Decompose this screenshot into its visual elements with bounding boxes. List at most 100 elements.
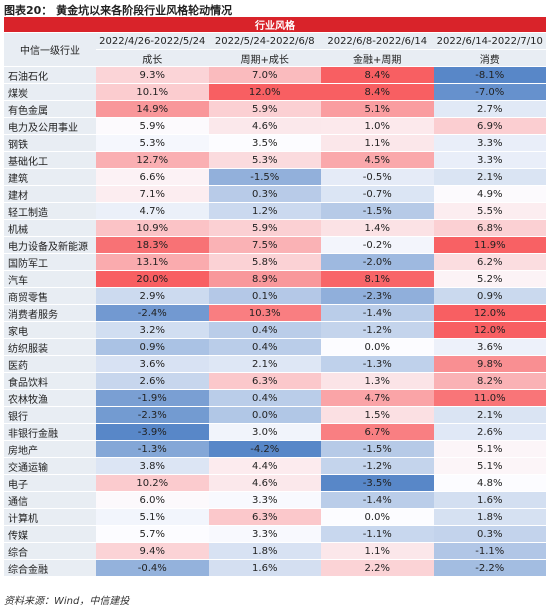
data-row: 家电 3.2% 0.4% -1.2% 12.0% <box>4 321 546 339</box>
value-cell: -1.3% <box>96 440 209 458</box>
data-row: 石油石化 9.3% 7.0% 8.4% -8.1% <box>4 66 546 84</box>
value-cell: 12.0% <box>208 83 321 101</box>
value-cell: 0.9% <box>433 287 546 305</box>
data-row: 机械 10.9% 5.9% 1.4% 6.8% <box>4 219 546 237</box>
value-cell: 0.0% <box>321 338 434 356</box>
industry-name: 国防军工 <box>4 253 96 271</box>
data-row: 传媒 5.7% 3.3% -1.1% 0.3% <box>4 525 546 543</box>
value-cell: 3.0% <box>208 423 321 441</box>
value-cell: -4.2% <box>208 440 321 458</box>
value-cell: 2.9% <box>96 287 209 305</box>
value-cell: 2.6% <box>433 423 546 441</box>
industry-name: 钢铁 <box>4 134 96 152</box>
industry-name: 建筑 <box>4 168 96 186</box>
header-cell: 2022/6/14-2022/7/10 <box>433 32 546 50</box>
data-row: 基础化工 12.7% 5.3% 4.5% 3.3% <box>4 151 546 169</box>
value-cell: 6.7% <box>321 423 434 441</box>
value-cell: 1.1% <box>321 542 434 560</box>
style-row: 成长 周期+成长 金融+周期 消费 <box>4 49 546 67</box>
value-cell: -8.1% <box>433 66 546 84</box>
source: 资料来源：Wind，中信建投 <box>4 596 130 607</box>
value-cell: 1.1% <box>321 134 434 152</box>
value-cell: 3.3% <box>433 134 546 152</box>
value-cell: 1.6% <box>208 559 321 577</box>
value-cell: 8.2% <box>433 372 546 390</box>
industry-name: 基础化工 <box>4 151 96 169</box>
value-cell: 2.6% <box>96 372 209 390</box>
value-cell: -1.2% <box>321 457 434 475</box>
value-cell: 1.8% <box>208 542 321 560</box>
data-row: 电力及公用事业 5.9% 4.6% 1.0% 6.9% <box>4 117 546 135</box>
value-cell: 0.4% <box>208 321 321 339</box>
value-cell: 0.4% <box>208 338 321 356</box>
value-cell: 4.7% <box>96 202 209 220</box>
value-cell: 11.0% <box>433 389 546 407</box>
value-cell: 0.3% <box>433 525 546 543</box>
value-cell: 1.6% <box>433 491 546 509</box>
value-cell: 0.3% <box>208 185 321 203</box>
industry-name: 交通运输 <box>4 457 96 475</box>
data-row: 有色金属 14.9% 5.9% 5.1% 2.7% <box>4 100 546 118</box>
data-row: 电子 10.2% 4.6% -3.5% 4.8% <box>4 474 546 492</box>
value-cell: -0.5% <box>321 168 434 186</box>
value-cell: -0.7% <box>321 185 434 203</box>
value-cell: 3.6% <box>96 355 209 373</box>
group-row: 行业风格 <box>4 17 546 33</box>
value-cell: -3.5% <box>321 474 434 492</box>
industry-name: 传媒 <box>4 525 96 543</box>
data-row: 食品饮料 2.6% 6.3% 1.3% 8.2% <box>4 372 546 390</box>
data-row: 交通运输 3.8% 4.4% -1.2% 5.1% <box>4 457 546 475</box>
header-row: 中信一级行业 2022/4/26-2022/5/24 2022/5/24-2022/… <box>4 32 546 67</box>
data-row: 电力设备及新能源 18.3% 7.5% -0.2% 11.9% <box>4 236 546 254</box>
value-cell: 3.5% <box>208 134 321 152</box>
value-cell: 13.1% <box>96 253 209 271</box>
value-cell: 5.1% <box>433 440 546 458</box>
value-cell: 7.5% <box>208 236 321 254</box>
value-cell: 3.8% <box>96 457 209 475</box>
data-row: 消费者服务 -2.4% 10.3% -1.4% 12.0% <box>4 304 546 322</box>
value-cell: 8.4% <box>321 66 434 84</box>
value-cell: 9.8% <box>433 355 546 373</box>
value-cell: 12.0% <box>433 304 546 322</box>
value-cell: 3.3% <box>433 151 546 169</box>
value-cell: 1.3% <box>321 372 434 390</box>
value-cell: 12.7% <box>96 151 209 169</box>
data-row: 建材 7.1% 0.3% -0.7% 4.9% <box>4 185 546 203</box>
value-cell: 1.5% <box>321 406 434 424</box>
value-cell: 12.0% <box>433 321 546 339</box>
value-cell: 5.9% <box>208 100 321 118</box>
header-cell: 2022/4/26-2022/5/24 <box>96 32 209 50</box>
value-cell: 6.6% <box>96 168 209 186</box>
value-cell: 18.3% <box>96 236 209 254</box>
value-cell: 5.9% <box>208 219 321 237</box>
industry-name: 通信 <box>4 491 96 509</box>
value-cell: -2.4% <box>96 304 209 322</box>
value-cell: 3.3% <box>208 491 321 509</box>
value-cell: 6.3% <box>208 508 321 526</box>
value-cell: 8.4% <box>321 83 434 101</box>
data-row: 煤炭 10.1% 12.0% 8.4% -7.0% <box>4 83 546 101</box>
industry-name: 综合金融 <box>4 559 96 577</box>
industry-name: 银行 <box>4 406 96 424</box>
group-header: 行业风格 <box>4 17 546 33</box>
value-cell: 1.2% <box>208 202 321 220</box>
value-cell: -1.5% <box>321 202 434 220</box>
value-cell: -0.4% <box>96 559 209 577</box>
value-cell: 4.9% <box>433 185 546 203</box>
industry-name: 房地产 <box>4 440 96 458</box>
value-cell: 5.3% <box>96 134 209 152</box>
value-cell: 1.8% <box>433 508 546 526</box>
industry-name: 商贸零售 <box>4 287 96 305</box>
value-cell: 2.1% <box>433 168 546 186</box>
data-row: 汽车 20.0% 8.9% 8.1% 5.2% <box>4 270 546 288</box>
value-cell: 20.0% <box>96 270 209 288</box>
value-cell: -1.4% <box>321 304 434 322</box>
industry-name: 汽车 <box>4 270 96 288</box>
value-cell: 9.3% <box>96 66 209 84</box>
header-cell: 2022/6/8-2022/6/14 <box>321 32 434 50</box>
value-cell: 5.9% <box>96 117 209 135</box>
value-cell: 0.0% <box>321 508 434 526</box>
data-row: 综合金融 -0.4% 1.6% 2.2% -2.2% <box>4 559 546 577</box>
industry-name: 食品饮料 <box>4 372 96 390</box>
